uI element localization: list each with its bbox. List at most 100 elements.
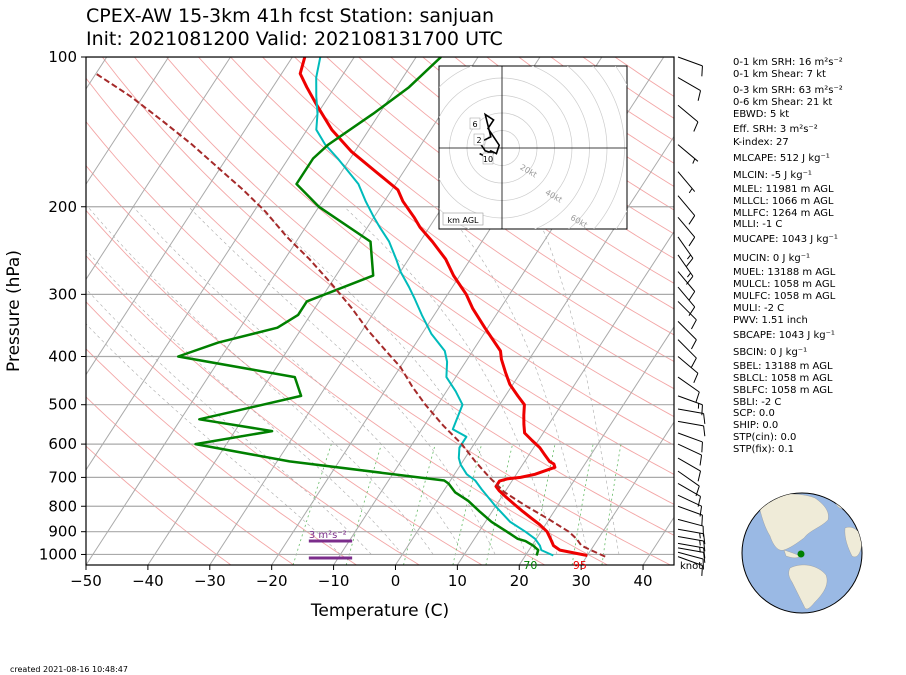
moist-adiabat bbox=[86, 249, 403, 555]
index-line: MLEL: 11981 m AGL bbox=[733, 184, 834, 195]
hodograph-height-box bbox=[482, 152, 494, 165]
wet_bulb-line bbox=[176, 57, 540, 556]
y-axis-label: Pressure (hPa) bbox=[4, 250, 24, 372]
isotherm bbox=[86, 57, 417, 565]
created-timestamp: created 2021-08-16 10:48:47 bbox=[10, 665, 128, 674]
parcel-line bbox=[95, 72, 606, 558]
dry-adiabat bbox=[86, 301, 420, 565]
isotherm bbox=[147, 57, 479, 565]
isotherm bbox=[86, 57, 355, 471]
wind-barb bbox=[677, 518, 704, 537]
wind-barb bbox=[677, 171, 696, 194]
y-tick-label: 700 bbox=[48, 468, 77, 486]
dry-adiabat bbox=[262, 57, 674, 362]
wind-barb bbox=[677, 144, 699, 164]
index-line: MULI: -2 C bbox=[733, 303, 785, 314]
wind-barb bbox=[677, 376, 700, 403]
index-line: SHIP: 0.0 bbox=[733, 420, 779, 431]
wind-barb bbox=[677, 443, 703, 466]
wind-barb bbox=[677, 254, 694, 285]
index-line: MLLFC: 1264 m AGL bbox=[733, 208, 834, 219]
dry-adiabat bbox=[198, 57, 674, 418]
isotherm bbox=[518, 326, 674, 565]
wind-barb bbox=[677, 271, 696, 301]
x-axis-label: Temperature (C) bbox=[310, 601, 449, 621]
surface-temp-label: 95 bbox=[573, 559, 587, 572]
dry-adiabat bbox=[134, 57, 674, 475]
temperature-line bbox=[298, 57, 588, 557]
wind-barbs bbox=[677, 56, 706, 576]
index-line: 0-1 km Shear: 7 kt bbox=[733, 69, 826, 80]
dry-adiabat bbox=[358, 57, 674, 284]
moist-adiabat bbox=[188, 206, 496, 555]
mixing-ratio-line bbox=[345, 443, 382, 565]
x-tick-label: 0 bbox=[391, 572, 401, 590]
mixing-ratio-line bbox=[601, 444, 622, 565]
wind-barb bbox=[677, 56, 703, 77]
dry-adiabat bbox=[230, 57, 674, 390]
wind-barb bbox=[677, 470, 700, 497]
x-tick-label: 30 bbox=[572, 572, 591, 590]
dry-adiabat bbox=[101, 57, 674, 505]
wind-unit-label: knot bbox=[680, 561, 702, 572]
mixing-ratio-line bbox=[571, 444, 594, 565]
index-line: 0-6 km Shear: 21 kt bbox=[733, 97, 833, 108]
wind-barb bbox=[677, 408, 706, 424]
surface-wetbulb-label: 70 bbox=[523, 559, 537, 572]
y-tick-label: 300 bbox=[48, 285, 77, 303]
x-tick-label: 20 bbox=[510, 572, 529, 590]
dry-adiabat bbox=[166, 57, 674, 446]
isotherm bbox=[395, 135, 674, 565]
index-line: EBWD: 5 kt bbox=[733, 109, 790, 120]
moist-adiabat bbox=[532, 206, 620, 555]
wind-barb bbox=[677, 505, 703, 526]
wind-barb bbox=[677, 339, 697, 368]
wind-barb bbox=[677, 216, 696, 247]
y-tick-label: 1000 bbox=[39, 545, 77, 563]
index-line: SBCAPE: 1043 J kg⁻¹ bbox=[733, 330, 835, 341]
dry-adiabat bbox=[86, 255, 483, 565]
index-line: 0-3 km SRH: 63 m²s⁻² bbox=[733, 85, 843, 96]
y-tick-label: 900 bbox=[48, 523, 77, 541]
dry-adiabat bbox=[294, 57, 674, 336]
index-line: 0-1 km SRH: 16 m²s⁻² bbox=[733, 57, 843, 68]
dry-adiabat bbox=[86, 120, 671, 565]
index-line: SBLCL: 1058 m AGL bbox=[733, 373, 833, 384]
dry-adiabat bbox=[86, 396, 294, 565]
x-tick-label: −30 bbox=[194, 572, 226, 590]
index-line: SBLI: -2 C bbox=[733, 397, 782, 408]
x-tick-label: 40 bbox=[634, 572, 653, 590]
hodograph-height-box bbox=[473, 133, 485, 146]
wind-barb bbox=[677, 77, 702, 101]
isotherm bbox=[86, 57, 231, 281]
index-line: SBEL: 13188 m AGL bbox=[733, 361, 833, 372]
index-line: MLCIN: -5 J kg⁻¹ bbox=[733, 170, 812, 181]
x-tick-label: −20 bbox=[256, 572, 288, 590]
wind-barb bbox=[677, 483, 702, 507]
wind-barb bbox=[677, 535, 706, 552]
dry-adiabat bbox=[326, 57, 674, 310]
wind-barb bbox=[677, 104, 699, 132]
wind-barb bbox=[677, 301, 697, 330]
srh-label: 3 m²s⁻² bbox=[309, 530, 347, 541]
wind-barb bbox=[677, 395, 703, 416]
wind-barb bbox=[677, 321, 697, 350]
index-line: MUCIN: 0 J kg⁻¹ bbox=[733, 253, 811, 264]
hodograph-height-label: 6 bbox=[472, 120, 477, 129]
dry-adiabat bbox=[86, 209, 546, 565]
index-line: SBCIN: 0 J kg⁻¹ bbox=[733, 347, 808, 358]
index-line: SCP: 0.0 bbox=[733, 408, 775, 419]
mixing-ratio-line bbox=[530, 444, 556, 565]
x-tick-label: −40 bbox=[132, 572, 164, 590]
wind-barb bbox=[677, 551, 704, 570]
isotherm bbox=[456, 230, 674, 565]
chart-title: CPEX-AW 15-3km 41h fcst Station: sanjuan bbox=[86, 5, 495, 27]
hodograph-height-box bbox=[469, 117, 481, 130]
wind-barb bbox=[677, 195, 696, 225]
moist-adiabat bbox=[442, 206, 589, 555]
wind-barb bbox=[677, 542, 706, 559]
wind-barb bbox=[677, 236, 694, 267]
wind-barb bbox=[677, 432, 703, 453]
